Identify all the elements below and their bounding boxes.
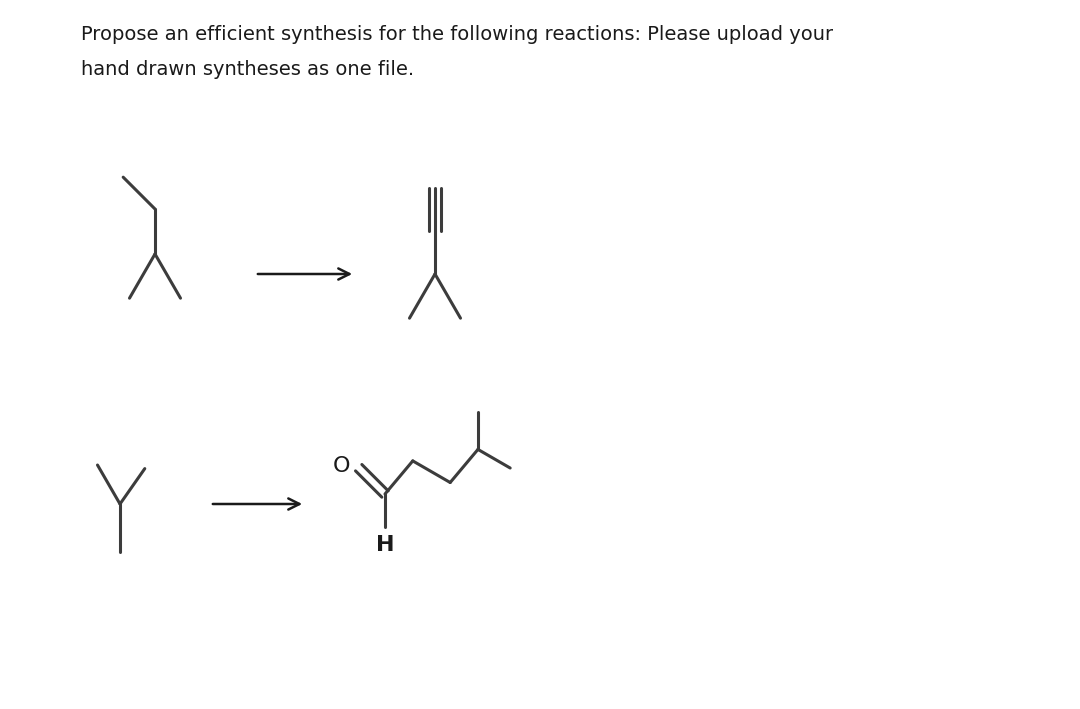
Text: hand drawn syntheses as one file.: hand drawn syntheses as one file. [81,60,414,79]
Text: H: H [376,535,394,555]
Text: Propose an efficient synthesis for the following reactions: Please upload your: Propose an efficient synthesis for the f… [81,25,833,44]
Text: O: O [334,456,351,476]
